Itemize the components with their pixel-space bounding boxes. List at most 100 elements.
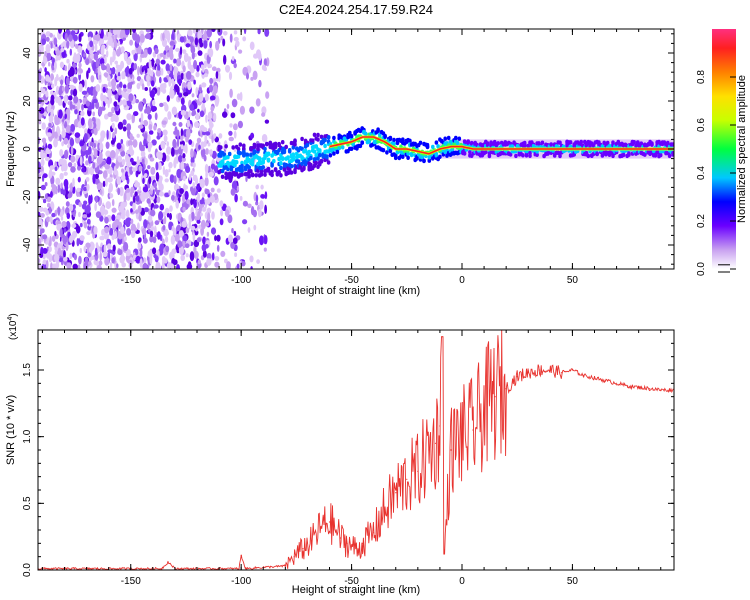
noise-speckle (235, 40, 240, 47)
noise-speckle (167, 111, 172, 120)
noise-speckle (50, 90, 54, 96)
signal-speckle (236, 154, 241, 159)
noise-speckle (51, 235, 56, 242)
noise-speckle (109, 227, 114, 236)
noise-speckle (127, 82, 133, 90)
noise-speckle (187, 29, 193, 37)
noise-speckle (125, 187, 131, 193)
noise-speckle (90, 75, 95, 83)
noise-speckle (54, 166, 58, 172)
noise-speckle (145, 105, 151, 115)
noise-speckle (261, 106, 267, 115)
noise-speckle (195, 86, 199, 96)
noise-speckle (176, 137, 180, 147)
noise-speckle (183, 175, 186, 182)
noise-speckle (38, 174, 41, 180)
snr-series-line (38, 330, 674, 570)
signal-speckle (363, 131, 368, 136)
signal-speckle (549, 142, 553, 147)
noise-speckle (103, 243, 107, 254)
signal-speckle (240, 172, 244, 177)
signal-speckle (671, 152, 674, 157)
noise-speckle (43, 111, 48, 117)
noise-speckle (93, 53, 99, 61)
noise-speckle (166, 213, 170, 218)
noise-speckle (50, 42, 53, 49)
noise-speckle (63, 228, 67, 233)
noise-speckle (176, 264, 180, 269)
noise-speckle (54, 46, 58, 51)
spectrogram-ticks: -150 -100 -50 0 50 -40 -20 0 20 40 (22, 29, 674, 286)
noise-speckle (222, 111, 228, 118)
snr-xtick-label: -150 (121, 576, 141, 587)
snr-point (649, 388, 651, 390)
noise-speckle (168, 190, 171, 196)
noise-speckle (155, 171, 160, 182)
noise-speckle (106, 74, 111, 82)
noise-speckle (175, 199, 179, 209)
signal-speckle (316, 137, 320, 142)
signal-speckle (224, 144, 228, 149)
noise-speckle (219, 200, 224, 208)
noise-speckle (136, 156, 140, 161)
noise-speckle (123, 241, 129, 252)
noise-speckle (210, 187, 215, 193)
noise-speckle (84, 257, 89, 265)
noise-speckle (177, 240, 183, 248)
noise-speckle (233, 62, 237, 69)
noise-speckle (114, 219, 120, 226)
noise-speckle (65, 185, 69, 191)
noise-speckle (55, 73, 59, 82)
noise-speckle (185, 227, 190, 234)
colorbar-tick-label: 0.2 (696, 214, 707, 228)
noise-speckle (102, 180, 106, 188)
noise-speckle (171, 248, 177, 255)
noise-speckle (201, 141, 207, 147)
noise-speckle (163, 135, 168, 143)
noise-speckle (73, 96, 79, 104)
noise-speckle (96, 183, 102, 191)
noise-speckle (198, 61, 202, 67)
signal-speckle (595, 151, 599, 157)
noise-speckle (230, 112, 236, 119)
snr-ytick-label: 1.5 (22, 363, 33, 377)
noise-speckle (63, 250, 66, 259)
noise-speckle (94, 173, 100, 180)
noise-speckle (139, 33, 145, 43)
noise-speckle (64, 32, 68, 42)
signal-speckle (291, 152, 296, 157)
noise-speckle (255, 98, 261, 107)
noise-speckle (63, 94, 68, 104)
noise-speckle (53, 61, 57, 71)
noise-speckle (131, 114, 135, 124)
noise-speckle (150, 69, 154, 77)
noise-speckle (189, 123, 192, 131)
noise-speckle (149, 157, 155, 162)
noise-speckle (137, 124, 144, 129)
noise-speckle (249, 41, 255, 51)
noise-speckle (264, 191, 268, 200)
noise-speckle (213, 176, 219, 186)
signal-speckle (466, 140, 471, 145)
noise-speckle (99, 58, 105, 65)
noise-speckle (60, 47, 65, 53)
noise-speckle (104, 216, 109, 224)
signal-speckle (446, 135, 451, 141)
noise-speckle (125, 161, 132, 167)
noise-speckle (46, 236, 50, 245)
signal-speckle (319, 159, 324, 164)
noise-speckle (129, 133, 133, 140)
noise-speckle (88, 155, 92, 164)
noise-speckle (121, 158, 126, 166)
signal-speckle (236, 146, 241, 152)
noise-speckle (236, 263, 240, 269)
noise-speckle (126, 228, 132, 236)
noise-speckle (38, 91, 41, 99)
noise-speckle (211, 211, 215, 220)
noise-speckle (202, 127, 208, 133)
colorbar-gradient (712, 29, 736, 269)
noise-speckle (146, 74, 150, 82)
noise-speckle (184, 143, 188, 154)
noise-speckle (121, 168, 124, 173)
